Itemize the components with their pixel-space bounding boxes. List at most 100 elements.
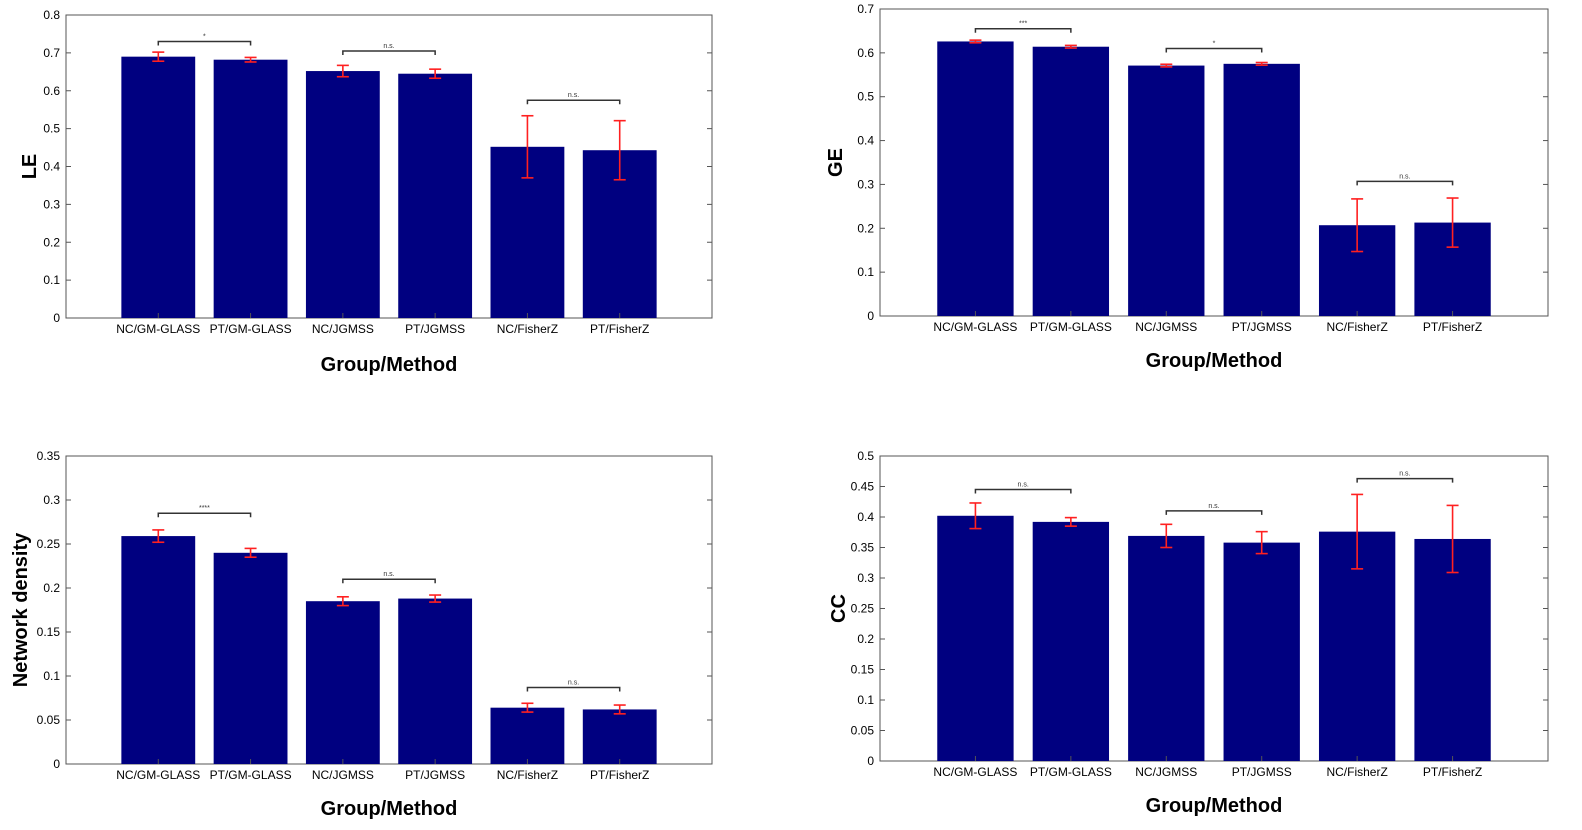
cc-errorbar-4 bbox=[1255, 530, 1268, 555]
cc-ytick-label: 0.15 bbox=[851, 663, 875, 677]
network-density-bar-3 bbox=[305, 601, 380, 764]
cc-chart-panel: 0 0.05 0.1 0.15 0.2 0.25 0.3 0.35 0.4 0.45 0.5 NC/G… bbox=[791, 415, 1582, 830]
cc-ytick-label: 0.45 bbox=[851, 480, 875, 494]
le-bar-2 bbox=[213, 59, 288, 318]
significance-bracket bbox=[974, 488, 1072, 494]
cc-errorbar-1 bbox=[969, 502, 982, 530]
network-density-xtick-label-4: PT/JGMSS bbox=[405, 768, 465, 782]
le-errorbar-6 bbox=[613, 119, 626, 181]
cc-bar-chart: 0 0.05 0.1 0.15 0.2 0.25 0.3 0.35 0.4 0.45 0.5 NC/G… bbox=[828, 449, 1549, 817]
cc-xtick-label-2: PT/GM-GLASS bbox=[1030, 765, 1112, 779]
significance-bracket bbox=[157, 512, 252, 518]
network-density-ytick-label: 0.25 bbox=[37, 537, 61, 551]
le-ytick-label: 0.3 bbox=[43, 197, 60, 211]
le-errorbar-1 bbox=[152, 51, 165, 63]
le-significance-2: n.s. bbox=[342, 43, 436, 55]
ge-ytick-label: 0.5 bbox=[857, 90, 874, 104]
significance-bracket bbox=[1165, 510, 1263, 515]
le-errorbar-3 bbox=[336, 64, 349, 78]
cc-ytick-label: 0.5 bbox=[857, 449, 874, 463]
le-xtick-label-6: PT/FisherZ bbox=[590, 322, 649, 336]
ge-significance-3: n.s. bbox=[1356, 173, 1454, 186]
significance-bracket bbox=[157, 40, 252, 46]
le-bar-4 bbox=[398, 73, 473, 318]
significance-label: *** bbox=[1019, 21, 1027, 28]
le-errorbar-4 bbox=[429, 68, 442, 80]
network-density-errorbar-6 bbox=[613, 704, 626, 715]
network-density-xtick-label-2: PT/GM-GLASS bbox=[210, 768, 292, 782]
network-density-significance-2: n.s. bbox=[342, 571, 436, 584]
significance-bracket bbox=[974, 27, 1072, 33]
cc-ytick-label: 0.4 bbox=[857, 510, 874, 524]
ge-bar-1 bbox=[937, 41, 1014, 316]
cc-xaxis-label: Group/Method bbox=[1146, 795, 1283, 817]
network-density-plot-frame bbox=[65, 455, 713, 765]
cc-xtick-label-5: NC/FisherZ bbox=[1326, 765, 1387, 779]
significance-label: n.s. bbox=[568, 92, 579, 99]
ge-errorbar-4 bbox=[1255, 61, 1268, 66]
network-density-errorbar-2 bbox=[244, 547, 257, 558]
significance-label: n.s. bbox=[1017, 482, 1028, 489]
cc-ytick-label: 0.2 bbox=[857, 632, 874, 646]
network-density-bar-2 bbox=[213, 552, 288, 764]
ge-xtick-label-2: PT/GM-GLASS bbox=[1030, 320, 1112, 334]
le-significance-3: n.s. bbox=[526, 92, 621, 105]
cc-ytick-label: 0.35 bbox=[851, 541, 875, 555]
cc-errorbar-3 bbox=[1160, 523, 1173, 549]
significance-label: n.s. bbox=[568, 679, 579, 686]
network-density-ytick-label: 0.05 bbox=[37, 713, 61, 727]
network-density-errorbar-3 bbox=[336, 596, 349, 607]
ge-ytick-label: 0.2 bbox=[857, 221, 874, 235]
significance-label: n.s. bbox=[383, 43, 394, 50]
significance-label: n.s. bbox=[1399, 471, 1410, 478]
significance-bracket bbox=[1356, 477, 1454, 483]
ge-xtick-label-5: NC/FisherZ bbox=[1326, 320, 1387, 334]
significance-bracket bbox=[526, 686, 621, 692]
network-density-bar-5 bbox=[490, 707, 565, 764]
le-ytick-label: 0.1 bbox=[43, 273, 60, 287]
network-density-bar-1 bbox=[121, 536, 196, 764]
le-xtick-label-5: NC/FisherZ bbox=[497, 322, 558, 336]
cc-xtick-label-6: PT/FisherZ bbox=[1423, 765, 1482, 779]
ge-errorbar-1 bbox=[969, 39, 982, 44]
le-xtick-label-2: PT/GM-GLASS bbox=[210, 322, 292, 336]
cc-significance-3: n.s. bbox=[1356, 471, 1454, 483]
network-density-bar-4 bbox=[398, 598, 473, 764]
le-ytick-label: 0.6 bbox=[43, 84, 60, 98]
ge-bar-chart: 0 0.1 0.2 0.3 0.4 0.5 0.6 0.7 NC/GM-GLASS PT/GM-G… bbox=[825, 2, 1549, 372]
le-chart-panel: 0 0.1 0.2 0.3 0.4 0.5 0.6 0.7 0.8 NC/GM-GLASS PT/G… bbox=[0, 0, 791, 415]
network-density-xtick-label-6: PT/FisherZ bbox=[590, 768, 649, 782]
significance-bracket bbox=[1356, 180, 1454, 186]
cc-xtick-label-3: NC/JGMSS bbox=[1135, 765, 1197, 779]
ge-xaxis-label: Group/Method bbox=[1146, 350, 1283, 372]
le-errorbar-5 bbox=[521, 114, 534, 179]
significance-bracket bbox=[526, 99, 621, 105]
network-density-ytick-label: 0 bbox=[53, 757, 60, 771]
le-errorbar-2 bbox=[244, 56, 257, 63]
le-ytick-label: 0.8 bbox=[43, 8, 60, 22]
network-density-ytick-label: 0.2 bbox=[43, 581, 60, 595]
cc-bar-3 bbox=[1128, 535, 1205, 761]
significance-bracket bbox=[1165, 47, 1263, 53]
network-density-xaxis-label: Group/Method bbox=[321, 798, 458, 820]
cc-errorbar-2 bbox=[1064, 516, 1077, 527]
cc-ytick-label: 0.05 bbox=[851, 724, 875, 738]
le-ytick-label: 0.2 bbox=[43, 235, 60, 249]
le-yaxis-label: LE bbox=[19, 154, 41, 180]
ge-significance-2: * bbox=[1165, 40, 1263, 53]
ge-xtick-label-4: PT/JGMSS bbox=[1232, 320, 1292, 334]
network-density-ytick-label: 0.1 bbox=[43, 669, 60, 683]
ge-bar-2 bbox=[1032, 46, 1110, 317]
ge-significance-1: *** bbox=[974, 21, 1072, 33]
ge-chart-panel: 0 0.1 0.2 0.3 0.4 0.5 0.6 0.7 NC/GM-GLASS PT/GM-G… bbox=[791, 0, 1582, 415]
cc-ytick-label: 0.1 bbox=[857, 693, 874, 707]
cc-xtick-label-4: PT/JGMSS bbox=[1232, 765, 1292, 779]
ge-errorbar-6 bbox=[1446, 197, 1459, 248]
ge-errorbar-2 bbox=[1064, 44, 1077, 49]
le-xtick-label-3: NC/JGMSS bbox=[312, 322, 374, 336]
network-density-xtick-label-3: NC/JGMSS bbox=[312, 768, 374, 782]
network-density-errorbar-5 bbox=[521, 702, 534, 713]
cc-bar-1 bbox=[937, 515, 1014, 761]
le-ytick-label: 0.5 bbox=[43, 122, 60, 136]
network-density-ytick-label: 0.3 bbox=[43, 493, 60, 507]
